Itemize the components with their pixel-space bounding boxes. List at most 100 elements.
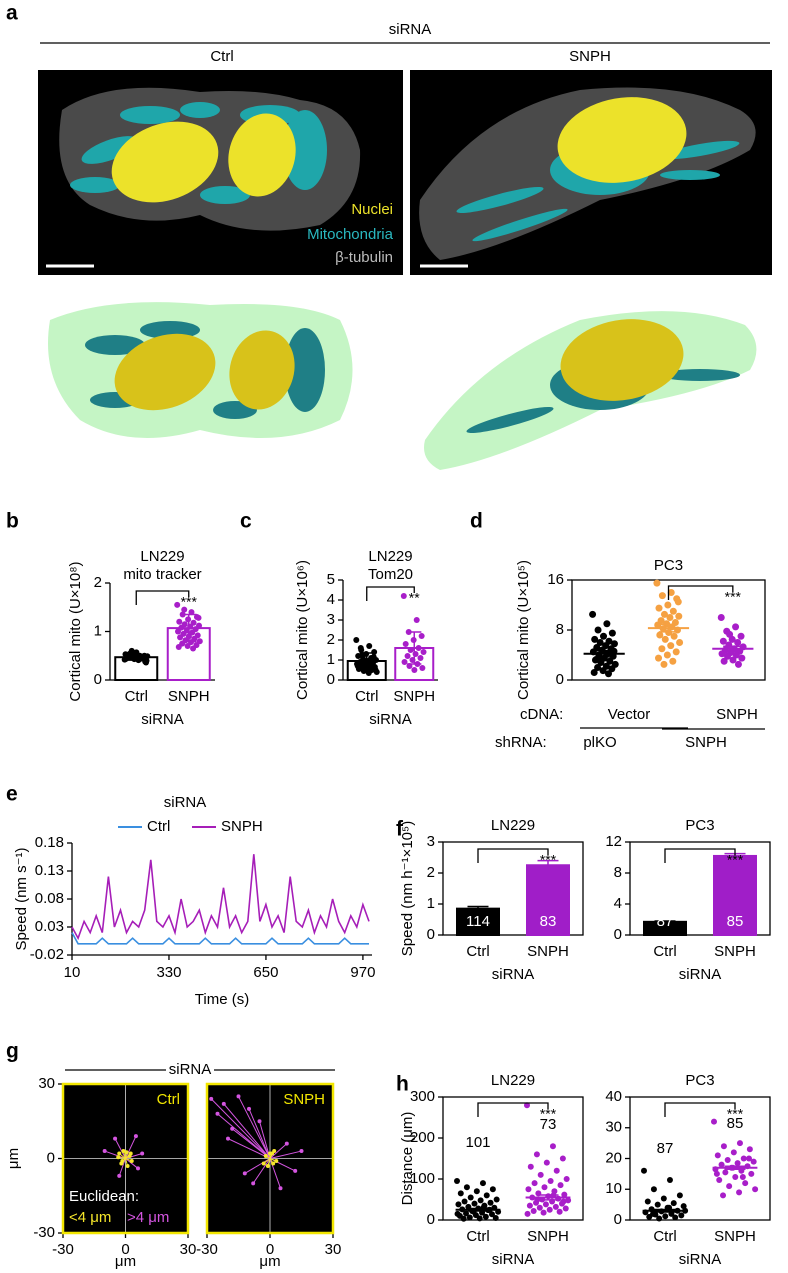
n-label: 85 bbox=[727, 913, 744, 930]
data-point bbox=[600, 632, 608, 640]
data-line bbox=[71, 932, 369, 945]
y-axis-label: Cortical mito (U×10⁶) bbox=[294, 560, 311, 700]
data-point bbox=[739, 1173, 746, 1180]
legend-label: <4 μm bbox=[69, 1209, 111, 1226]
data-point bbox=[181, 606, 188, 613]
data-point bbox=[189, 629, 196, 636]
y-tick-label: 0.18 bbox=[35, 834, 64, 851]
track bbox=[252, 1158, 271, 1184]
data-point bbox=[188, 609, 195, 616]
data-point bbox=[676, 1192, 683, 1199]
legend-label: >4 μm bbox=[127, 1209, 169, 1226]
n-label: 87 bbox=[657, 913, 674, 930]
data-point bbox=[654, 621, 662, 629]
data-point bbox=[666, 614, 674, 621]
data-point bbox=[678, 1212, 685, 1219]
panel-label: h bbox=[396, 1073, 409, 1096]
data-point bbox=[400, 593, 407, 599]
data-point bbox=[750, 1158, 757, 1165]
data-point bbox=[726, 630, 734, 638]
data-point bbox=[675, 612, 683, 620]
data-point bbox=[460, 1215, 467, 1222]
data-point bbox=[454, 1178, 460, 1185]
data-point bbox=[467, 1194, 474, 1201]
track-end bbox=[265, 1163, 270, 1168]
y-tick-label: 3 bbox=[327, 611, 335, 628]
data-point bbox=[488, 1211, 495, 1218]
data-point bbox=[716, 1177, 723, 1184]
y-tick-label: 0 bbox=[427, 1211, 435, 1228]
y-tick-label: 0 bbox=[327, 671, 335, 688]
data-point bbox=[667, 589, 675, 596]
x-axis-label: μm bbox=[115, 1253, 136, 1270]
data-point bbox=[463, 1184, 470, 1191]
data-point bbox=[557, 1182, 564, 1189]
n-label: 87 bbox=[657, 1140, 674, 1157]
y-tick-label: 1 bbox=[427, 895, 435, 912]
data-point bbox=[543, 1159, 550, 1166]
n-label: 101 bbox=[465, 1134, 490, 1151]
data-point bbox=[143, 659, 150, 666]
data-point bbox=[603, 620, 611, 628]
data-point bbox=[738, 654, 746, 662]
data-point bbox=[604, 670, 612, 678]
x-tick-label: Ctrl bbox=[653, 1228, 676, 1245]
track-end bbox=[117, 1151, 122, 1156]
y-tick-label: 0.13 bbox=[35, 862, 64, 879]
data-point bbox=[411, 667, 418, 673]
data-point bbox=[641, 1167, 647, 1174]
track-end bbox=[117, 1173, 122, 1178]
data-point bbox=[562, 1205, 569, 1212]
significance-bracket bbox=[366, 586, 415, 601]
data-point bbox=[669, 607, 677, 615]
data-point bbox=[176, 618, 183, 625]
y-axis-label: μm bbox=[5, 1148, 22, 1169]
track-end bbox=[261, 1161, 266, 1166]
data-point bbox=[655, 604, 663, 612]
x-tick-label: SNPH bbox=[527, 1228, 569, 1245]
data-point bbox=[553, 1167, 560, 1174]
track-end bbox=[129, 1158, 134, 1163]
plot-frame bbox=[205, 1082, 335, 1235]
data-point bbox=[174, 601, 181, 608]
data-point bbox=[722, 1169, 729, 1176]
data-point bbox=[420, 649, 427, 655]
data-point bbox=[483, 1192, 490, 1199]
data-point bbox=[372, 667, 379, 673]
plot-frame bbox=[629, 1096, 771, 1221]
track-end bbox=[251, 1181, 256, 1186]
track-end bbox=[128, 1151, 133, 1156]
panel-label: e bbox=[6, 783, 18, 806]
track bbox=[231, 1128, 271, 1159]
significance-label: *** bbox=[727, 1106, 744, 1122]
data-point bbox=[536, 1204, 543, 1211]
data-point bbox=[599, 667, 607, 675]
data-point bbox=[524, 1210, 531, 1217]
data-point bbox=[353, 637, 360, 643]
panel-title: Ctrl bbox=[157, 1091, 180, 1108]
y-tick-label: 3 bbox=[427, 833, 435, 850]
x-tick-label: 0 bbox=[266, 1241, 274, 1258]
y-axis-label: Cortical mito (U×10⁵) bbox=[515, 560, 532, 700]
track-end bbox=[271, 1161, 276, 1166]
x-tick-label: SNPH bbox=[714, 1228, 756, 1245]
image bbox=[410, 70, 772, 275]
data-point bbox=[531, 1180, 538, 1187]
chart-title: LN229 bbox=[368, 548, 412, 565]
track-end bbox=[257, 1119, 262, 1124]
track bbox=[248, 1108, 271, 1159]
data-point bbox=[552, 1203, 559, 1210]
data-point bbox=[713, 1170, 720, 1177]
data-point bbox=[525, 1186, 532, 1193]
column-label: SNPH bbox=[569, 48, 611, 65]
data-point bbox=[594, 664, 602, 671]
x-tick-label: 330 bbox=[156, 964, 181, 981]
data-point bbox=[676, 639, 684, 646]
track-end bbox=[125, 1163, 130, 1168]
y-tick-label: 0 bbox=[427, 926, 435, 943]
data-point bbox=[740, 1155, 747, 1162]
y-tick-label: 8 bbox=[614, 864, 622, 881]
data-point bbox=[660, 610, 668, 618]
data-point bbox=[537, 1171, 544, 1178]
